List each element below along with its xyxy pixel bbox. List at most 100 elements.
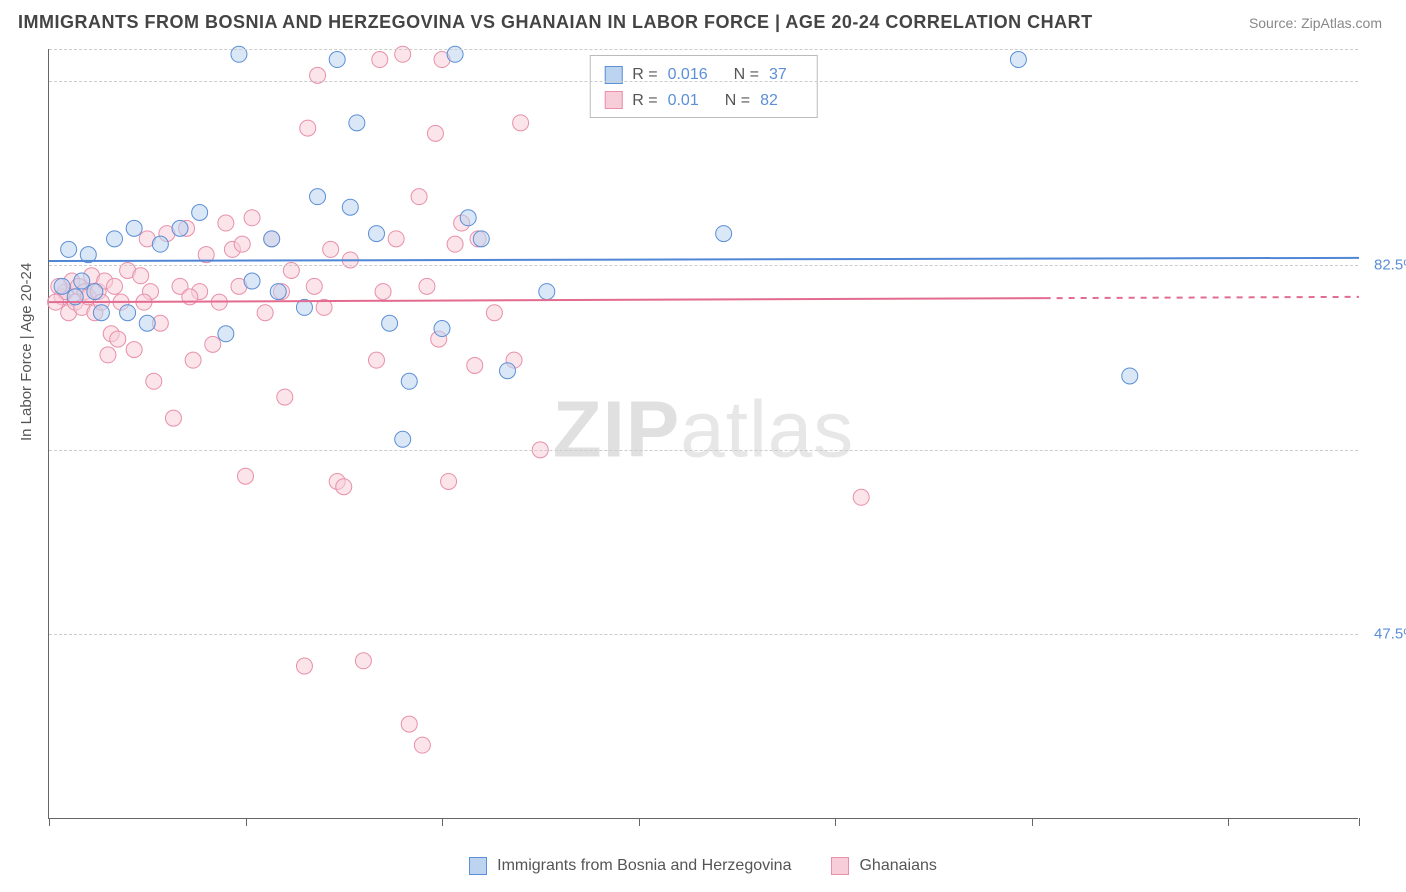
swatch-series-a bbox=[469, 857, 487, 875]
scatter-point bbox=[126, 342, 142, 358]
x-tick bbox=[835, 818, 836, 826]
swatch-series-b bbox=[831, 857, 849, 875]
scatter-point bbox=[146, 373, 162, 389]
x-tick bbox=[639, 818, 640, 826]
scatter-point bbox=[375, 284, 391, 300]
scatter-point bbox=[1122, 368, 1138, 384]
scatter-point bbox=[329, 52, 345, 68]
scatter-point bbox=[110, 331, 126, 347]
scatter-point bbox=[172, 220, 188, 236]
scatter-point bbox=[323, 241, 339, 257]
scatter-point bbox=[310, 189, 326, 205]
scatter-point bbox=[369, 352, 385, 368]
scatter-point bbox=[61, 241, 77, 257]
scatter-point bbox=[441, 473, 457, 489]
x-tick bbox=[1032, 818, 1033, 826]
scatter-point bbox=[427, 125, 443, 141]
n-value-a: 37 bbox=[769, 62, 787, 88]
y-tick-label: 47.5% bbox=[1364, 626, 1406, 643]
gridline-h bbox=[49, 81, 1358, 82]
scatter-point bbox=[336, 479, 352, 495]
x-tick bbox=[442, 818, 443, 826]
scatter-point bbox=[395, 431, 411, 447]
scatter-point bbox=[257, 305, 273, 321]
swatch-series-b bbox=[604, 91, 622, 109]
source-credit: Source: ZipAtlas.com bbox=[1249, 15, 1382, 31]
scatter-point bbox=[369, 226, 385, 242]
scatter-point bbox=[234, 236, 250, 252]
y-axis-label: In Labor Force | Age 20-24 bbox=[18, 263, 35, 441]
scatter-point bbox=[411, 189, 427, 205]
gridline-h bbox=[49, 450, 1358, 451]
scatter-point bbox=[54, 278, 70, 294]
scatter-point bbox=[467, 357, 483, 373]
scatter-point bbox=[74, 273, 90, 289]
legend-row-series-b: R = 0.01 N = 82 bbox=[604, 88, 803, 114]
scatter-point bbox=[126, 220, 142, 236]
scatter-point bbox=[306, 278, 322, 294]
scatter-point bbox=[1010, 52, 1026, 68]
scatter-point bbox=[87, 284, 103, 300]
scatter-point bbox=[100, 347, 116, 363]
scatter-point bbox=[296, 658, 312, 674]
scatter-point bbox=[185, 352, 201, 368]
scatter-point bbox=[853, 489, 869, 505]
scatter-point bbox=[270, 284, 286, 300]
y-tick-label: 82.5% bbox=[1364, 257, 1406, 274]
plot-area: ZIPatlas R = 0.016 N = 37 R = 0.01 N = 8… bbox=[48, 49, 1358, 819]
gridline-h bbox=[49, 49, 1358, 50]
scatter-point bbox=[205, 336, 221, 352]
scatter-point bbox=[133, 268, 149, 284]
scatter-point bbox=[264, 231, 280, 247]
scatter-point bbox=[382, 315, 398, 331]
scatter-point bbox=[447, 236, 463, 252]
r-value-b: 0.01 bbox=[668, 88, 699, 114]
scatter-point bbox=[388, 231, 404, 247]
scatter-point bbox=[238, 468, 254, 484]
scatter-point bbox=[414, 737, 430, 753]
scatter-point bbox=[434, 321, 450, 337]
scatter-point bbox=[401, 373, 417, 389]
chart-container: In Labor Force | Age 20-24 ZIPatlas R = … bbox=[0, 41, 1406, 881]
scatter-point bbox=[473, 231, 489, 247]
scatter-point bbox=[401, 716, 417, 732]
scatter-point bbox=[539, 284, 555, 300]
scatter-point bbox=[500, 363, 516, 379]
n-value-b: 82 bbox=[760, 88, 778, 114]
scatter-point bbox=[192, 204, 208, 220]
scatter-point bbox=[342, 199, 358, 215]
gridline-h bbox=[49, 634, 1358, 635]
gridline-h bbox=[49, 265, 1358, 266]
scatter-point bbox=[107, 278, 123, 294]
scatter-point bbox=[218, 326, 234, 342]
scatter-point bbox=[93, 305, 109, 321]
scatter-point bbox=[419, 278, 435, 294]
scatter-point bbox=[139, 315, 155, 331]
x-tick bbox=[246, 818, 247, 826]
trend-line bbox=[49, 258, 1359, 261]
legend-row-series-a: R = 0.016 N = 37 bbox=[604, 62, 803, 88]
legend-series: Immigrants from Bosnia and Herzegovina G… bbox=[48, 857, 1358, 875]
scatter-point bbox=[372, 52, 388, 68]
scatter-point bbox=[460, 210, 476, 226]
scatter-point bbox=[349, 115, 365, 131]
legend-item-b: Ghanaians bbox=[831, 857, 936, 875]
legend-label-a: Immigrants from Bosnia and Herzegovina bbox=[497, 857, 791, 875]
scatter-point bbox=[244, 210, 260, 226]
scatter-point bbox=[716, 226, 732, 242]
scatter-layer bbox=[49, 49, 1359, 819]
chart-title: IMMIGRANTS FROM BOSNIA AND HERZEGOVINA V… bbox=[18, 12, 1093, 33]
legend-label-b: Ghanaians bbox=[859, 857, 936, 875]
title-bar: IMMIGRANTS FROM BOSNIA AND HERZEGOVINA V… bbox=[0, 0, 1406, 41]
x-tick bbox=[49, 818, 50, 826]
scatter-point bbox=[152, 236, 168, 252]
scatter-point bbox=[486, 305, 502, 321]
legend-item-a: Immigrants from Bosnia and Herzegovina bbox=[469, 857, 791, 875]
scatter-point bbox=[218, 215, 234, 231]
scatter-point bbox=[300, 120, 316, 136]
trend-line-extrapolated bbox=[1045, 297, 1359, 298]
scatter-point bbox=[165, 410, 181, 426]
scatter-point bbox=[513, 115, 529, 131]
r-value-a: 0.016 bbox=[668, 62, 708, 88]
scatter-point bbox=[120, 305, 136, 321]
